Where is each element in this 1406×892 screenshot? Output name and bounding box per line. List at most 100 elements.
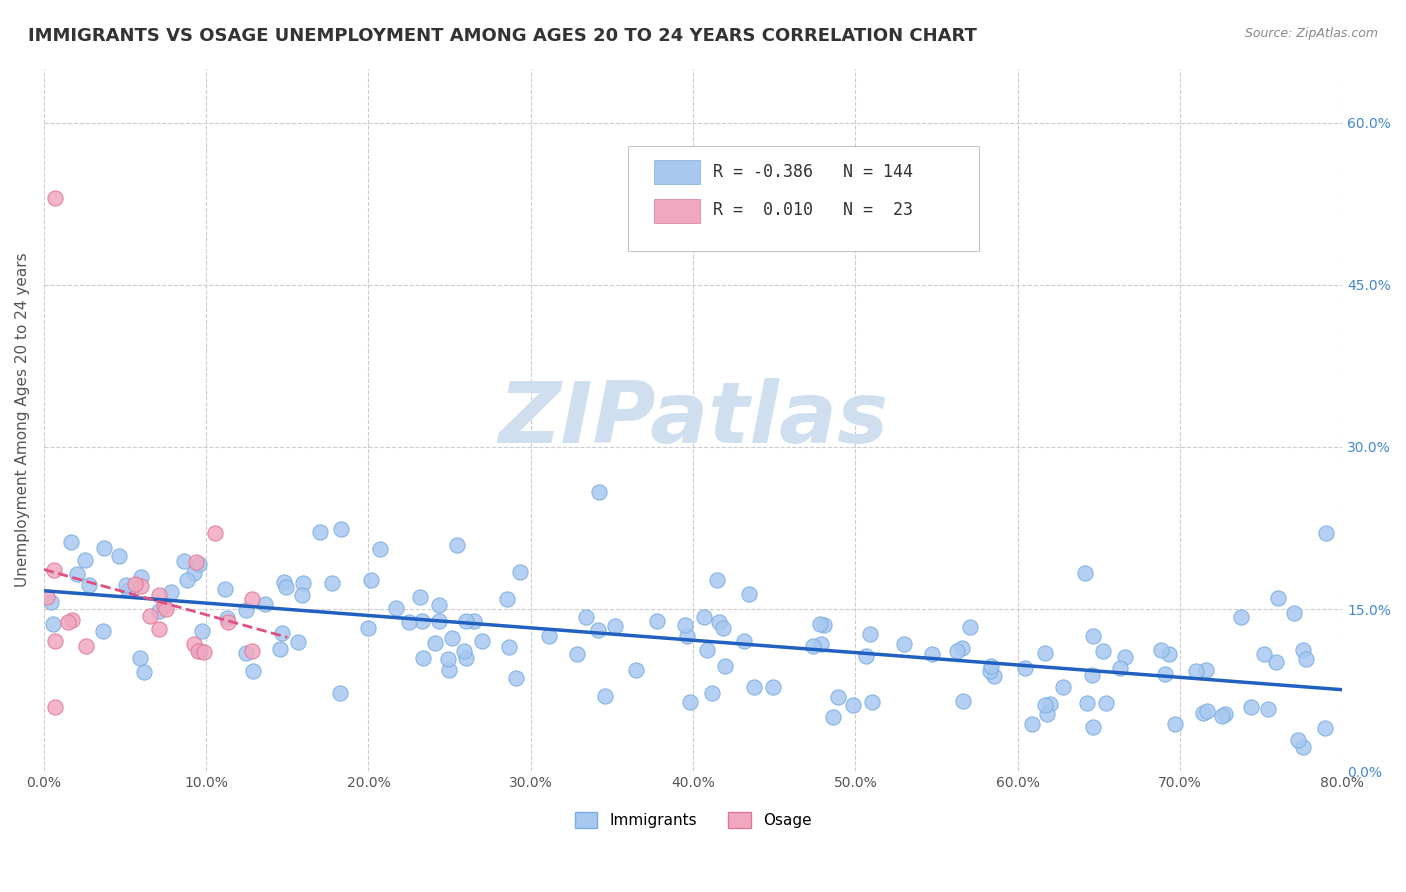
Immigrants: [1282, 606, 1305, 620]
Immigrants: [959, 620, 981, 634]
Legend: Immigrants, Osage: Immigrants, Osage: [568, 805, 818, 834]
Immigrants: [441, 631, 464, 645]
Immigrants: [860, 695, 883, 709]
Immigrants: [945, 643, 967, 657]
Immigrants: [188, 644, 211, 658]
Immigrants: [537, 629, 560, 643]
Immigrants: [827, 690, 849, 704]
Immigrants: [291, 588, 314, 602]
Text: IMMIGRANTS VS OSAGE UNEMPLOYMENT AMONG AGES 20 TO 24 YEARS CORRELATION CHART: IMMIGRANTS VS OSAGE UNEMPLOYMENT AMONG A…: [28, 27, 977, 45]
Immigrants: [437, 664, 460, 678]
Immigrants: [742, 680, 765, 694]
Immigrants: [398, 615, 420, 629]
Immigrants: [1257, 702, 1279, 716]
Immigrants: [471, 633, 494, 648]
Immigrants: [696, 643, 718, 657]
Immigrants: [254, 597, 277, 611]
Immigrants: [509, 566, 531, 580]
Text: Source: ZipAtlas.com: Source: ZipAtlas.com: [1244, 27, 1378, 40]
Immigrants: [950, 641, 973, 656]
Immigrants: [77, 578, 100, 592]
Immigrants: [1109, 661, 1132, 675]
Immigrants: [176, 574, 198, 588]
Immigrants: [115, 578, 138, 592]
Immigrants: [215, 610, 238, 624]
Immigrants: [1191, 706, 1213, 721]
Osage: [42, 563, 65, 577]
FancyBboxPatch shape: [628, 145, 979, 252]
Immigrants: [329, 522, 352, 536]
Text: R = -0.386   N = 144: R = -0.386 N = 144: [713, 163, 912, 181]
Immigrants: [605, 618, 627, 632]
Immigrants: [1035, 706, 1057, 721]
Immigrants: [983, 669, 1005, 683]
Osage: [204, 525, 226, 540]
Immigrants: [1074, 566, 1097, 581]
Osage: [148, 623, 170, 637]
Osage: [138, 608, 160, 623]
Immigrants: [1039, 698, 1062, 712]
Immigrants: [842, 698, 865, 712]
Immigrants: [276, 580, 298, 594]
Immigrants: [453, 644, 475, 658]
Immigrants: [979, 665, 1001, 679]
Immigrants: [446, 538, 468, 552]
Osage: [242, 591, 264, 606]
Immigrants: [1150, 643, 1173, 657]
Immigrants: [1091, 643, 1114, 657]
Immigrants: [1211, 709, 1233, 723]
Immigrants: [1157, 648, 1180, 662]
Immigrants: [707, 615, 730, 629]
Osage: [44, 700, 66, 714]
Immigrants: [271, 626, 294, 640]
Text: R =  0.010   N =  23: R = 0.010 N = 23: [713, 202, 912, 219]
Immigrants: [693, 610, 716, 624]
Osage: [44, 191, 66, 205]
Immigrants: [214, 582, 236, 597]
Immigrants: [1230, 610, 1253, 624]
Immigrants: [855, 649, 877, 664]
Immigrants: [593, 690, 616, 704]
Immigrants: [810, 637, 832, 651]
Immigrants: [645, 614, 668, 628]
Immigrants: [1292, 642, 1315, 657]
Immigrants: [980, 659, 1002, 673]
Immigrants: [1315, 526, 1337, 541]
Immigrants: [368, 542, 391, 557]
Immigrants: [565, 647, 588, 661]
Immigrants: [411, 614, 433, 628]
Immigrants: [456, 650, 478, 665]
Osage: [44, 633, 66, 648]
Immigrants: [292, 575, 315, 590]
Immigrants: [1014, 661, 1036, 675]
Immigrants: [706, 573, 728, 587]
Immigrants: [505, 672, 527, 686]
Y-axis label: Unemployment Among Ages 20 to 24 years: Unemployment Among Ages 20 to 24 years: [15, 252, 30, 587]
Immigrants: [321, 576, 343, 591]
Osage: [187, 644, 209, 658]
Immigrants: [714, 659, 737, 673]
Immigrants: [588, 484, 610, 499]
Osage: [75, 639, 97, 653]
Immigrants: [813, 618, 835, 632]
Immigrants: [1033, 647, 1056, 661]
Immigrants: [575, 610, 598, 624]
Immigrants: [1114, 650, 1136, 665]
Text: ZIPatlas: ZIPatlas: [498, 378, 889, 461]
Immigrants: [427, 614, 450, 628]
Immigrants: [1081, 668, 1104, 682]
Immigrants: [762, 680, 785, 694]
Immigrants: [148, 604, 170, 618]
Immigrants: [675, 629, 697, 643]
Immigrants: [456, 614, 478, 628]
Immigrants: [356, 621, 378, 635]
Immigrants: [496, 591, 519, 606]
Immigrants: [429, 598, 451, 612]
Immigrants: [1153, 667, 1175, 681]
Immigrants: [66, 566, 89, 581]
Immigrants: [91, 624, 114, 639]
Immigrants: [1021, 717, 1043, 731]
Immigrants: [463, 614, 485, 628]
Osage: [60, 613, 83, 627]
Immigrants: [1076, 697, 1098, 711]
